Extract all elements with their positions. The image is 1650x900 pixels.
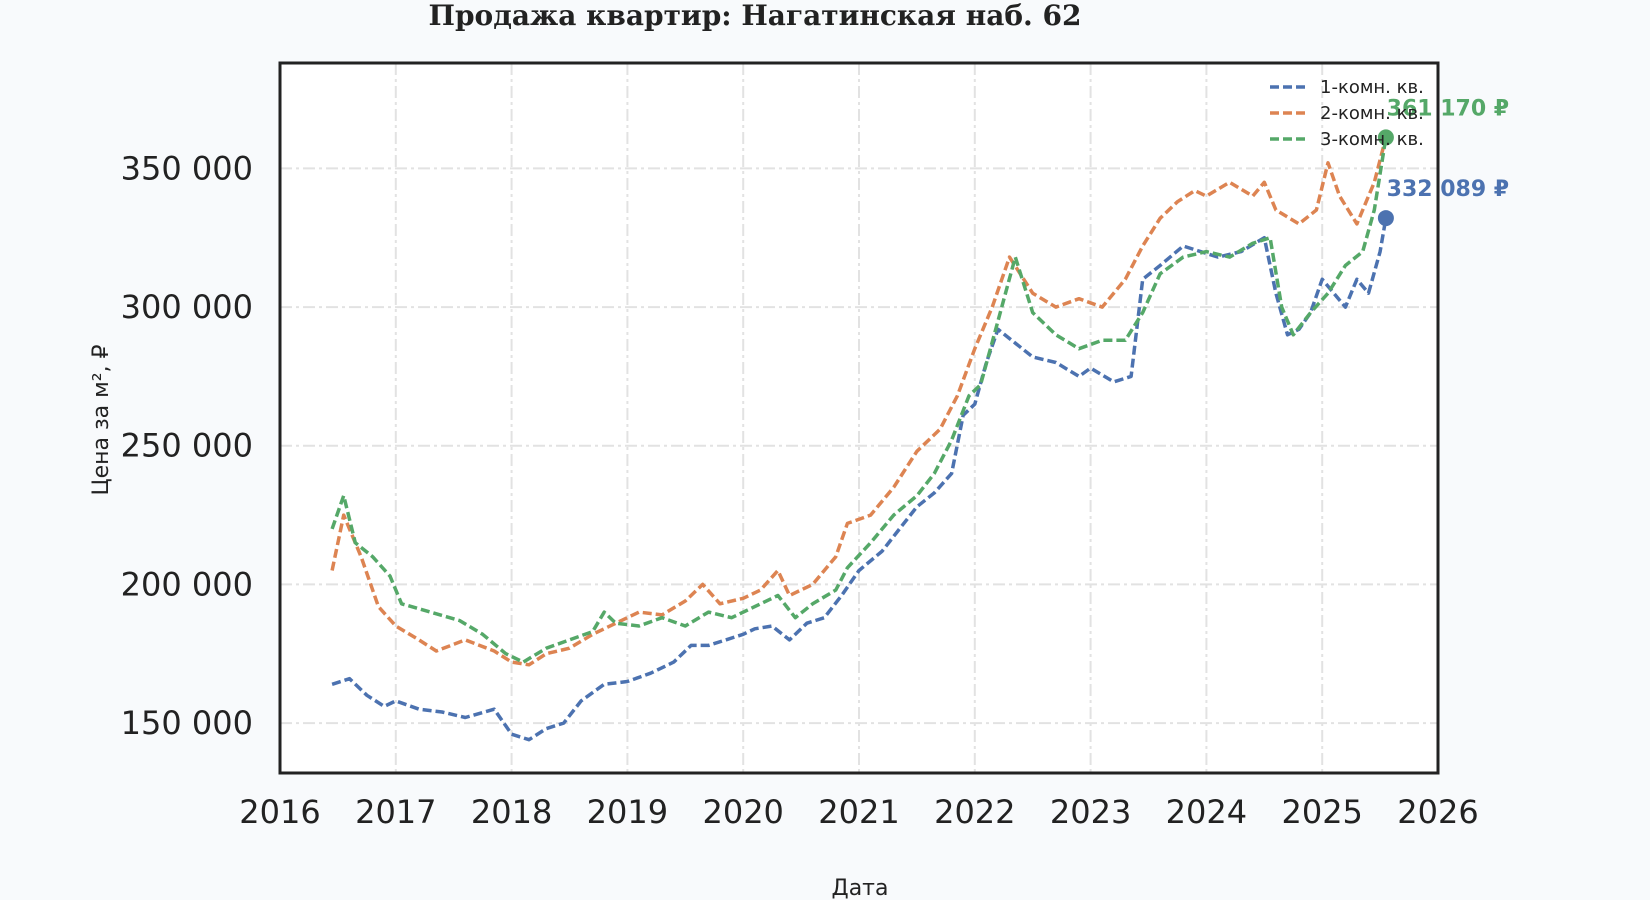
tick-labels: 2016 2017 2018 2019 2020 2021 2022 2023 2024 2025… — [121, 149, 1479, 831]
x-tick-label: 2022 — [934, 793, 1015, 831]
y-axis-label: Цена за м², ₽ — [89, 344, 114, 495]
y-tick-label: 200 000 — [121, 565, 253, 603]
y-tick-label: 350 000 — [121, 149, 253, 187]
x-tick-label: 2017 — [355, 793, 436, 831]
plot-frame — [278, 61, 1440, 775]
x-tick-label: 2026 — [1397, 793, 1478, 831]
legend: 1-комн. кв. 2-комн. кв. 3-комн. кв. — [1270, 77, 1424, 150]
legend-label: 3-комн. кв. — [1320, 129, 1424, 150]
annotations: 361 170 ₽ 332 089 ₽ — [1377, 96, 1509, 227]
series-lines — [330, 136, 1388, 742]
series-line-1 — [331, 217, 1388, 742]
series-line-2 — [330, 136, 1388, 667]
x-tick-label: 2019 — [587, 793, 668, 831]
end-value-label: 332 089 ₽ — [1387, 177, 1509, 202]
end-point-marker — [1377, 210, 1394, 227]
x-axis-label: Дата — [832, 876, 889, 900]
x-tick-label: 2025 — [1281, 793, 1362, 831]
legend-label: 1-комн. кв. — [1320, 77, 1424, 98]
x-tick-label: 2016 — [239, 793, 320, 831]
y-tick-label: 300 000 — [121, 288, 253, 326]
x-tick-label: 2024 — [1166, 793, 1247, 831]
x-tick-label: 2023 — [1050, 793, 1131, 831]
x-tick-label: 2021 — [818, 793, 899, 831]
end-point-marker — [1377, 129, 1394, 146]
end-value-label: 361 170 ₽ — [1387, 96, 1509, 121]
series-line-3 — [330, 137, 1388, 664]
legend-label: 2-комн. кв. — [1320, 103, 1424, 124]
y-tick-label: 150 000 — [121, 704, 253, 742]
x-tick-label: 2018 — [471, 793, 552, 831]
y-tick-label: 250 000 — [121, 427, 253, 465]
x-tick-label: 2020 — [702, 793, 783, 831]
chart-title: Продажа квартир: Нагатинская наб. 62 — [429, 0, 1082, 32]
